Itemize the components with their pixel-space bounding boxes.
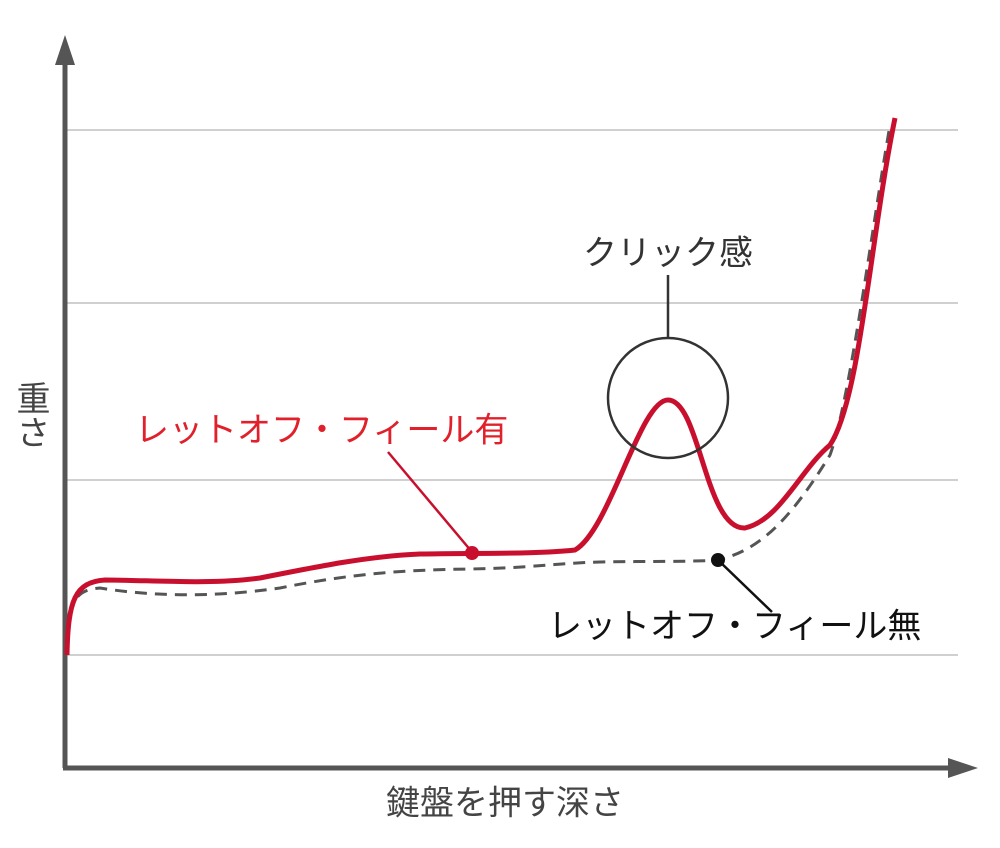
x-axis-label: 鍵盤を押す深さ — [386, 784, 624, 824]
x-axis-arrow — [948, 758, 978, 778]
with-leader — [387, 451, 473, 553]
with-dot — [465, 546, 479, 560]
without-label: レットオフ・フィール無 — [548, 607, 921, 647]
click-label: クリック感 — [583, 234, 753, 274]
without-dot — [711, 553, 725, 567]
y-axis-arrow — [55, 35, 75, 65]
curve-with — [64, 117, 898, 656]
grid — [65, 129, 958, 656]
curve-without — [65, 124, 892, 656]
with-label: レットオフ・フィール有 — [135, 411, 508, 451]
without-leader — [717, 559, 773, 613]
y-axis-label: 重さ — [10, 381, 50, 449]
